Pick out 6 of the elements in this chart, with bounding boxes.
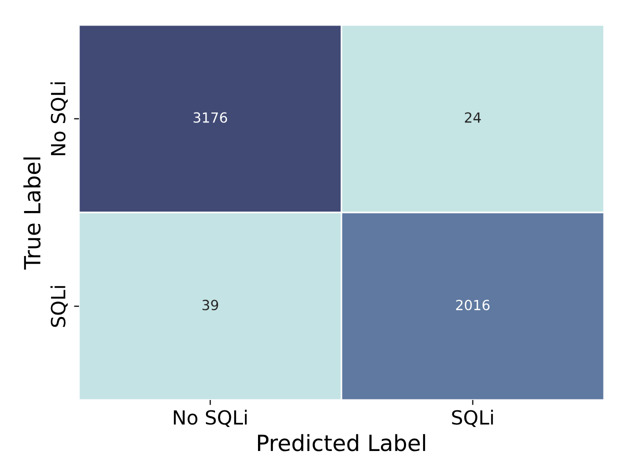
y-axis-title: True Label — [23, 157, 41, 270]
data-label: 24 — [464, 112, 481, 123]
data-label: 2016 — [456, 300, 490, 310]
data-label: 3176 — [194, 112, 228, 123]
x-axis-title: Predicted Label — [258, 434, 426, 452]
data-label: 39 — [202, 300, 218, 310]
